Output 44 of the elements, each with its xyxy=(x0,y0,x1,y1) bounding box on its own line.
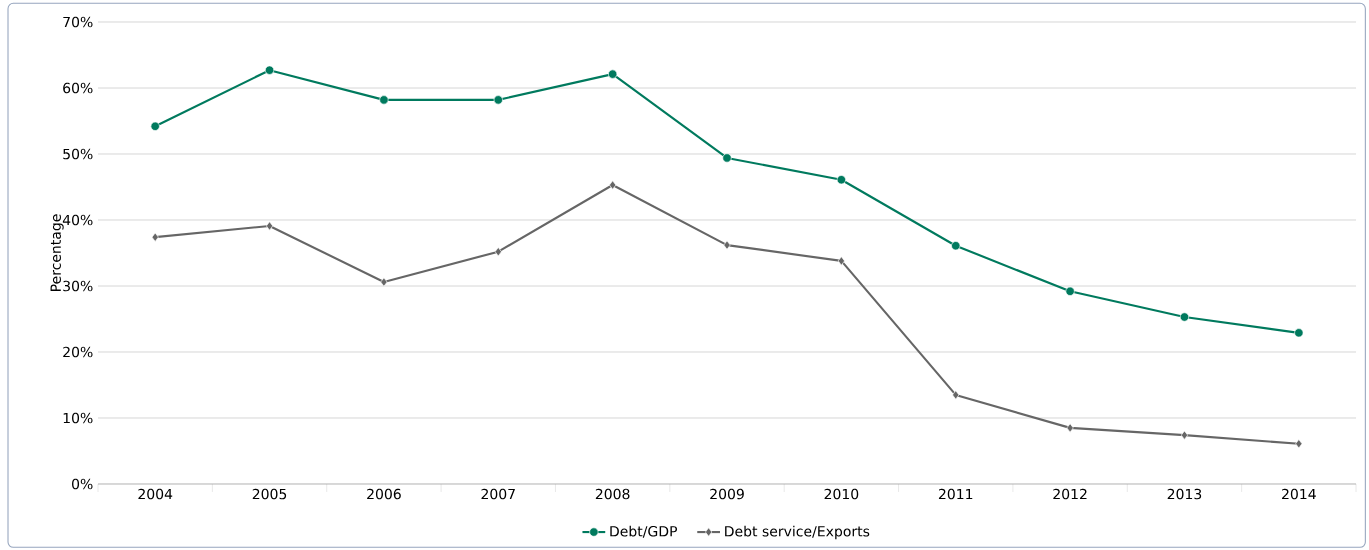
point xyxy=(493,95,503,105)
x-tick-label: 2011 xyxy=(938,488,973,500)
x-tick-label: 2012 xyxy=(1053,488,1087,500)
y-tick-label: 40% xyxy=(62,214,93,226)
point xyxy=(951,241,961,251)
x-tick-label: 2010 xyxy=(824,488,859,500)
point xyxy=(494,247,502,257)
point xyxy=(264,65,275,75)
point xyxy=(1180,430,1189,440)
x-tick-label: 2006 xyxy=(367,488,401,500)
point xyxy=(952,390,960,400)
point xyxy=(608,69,618,79)
point xyxy=(837,256,845,266)
point xyxy=(266,221,274,231)
point xyxy=(723,240,731,250)
y-tick-label: 50% xyxy=(63,148,93,160)
point xyxy=(150,121,160,131)
y-axis-title: Percentage xyxy=(50,214,64,291)
y-tick-label: 0% xyxy=(72,478,93,490)
point xyxy=(836,175,846,185)
point xyxy=(1179,312,1190,322)
x-tick-label: 2004 xyxy=(138,488,173,500)
point xyxy=(379,95,389,105)
point xyxy=(1295,439,1303,449)
point xyxy=(1294,328,1304,338)
x-tick-label: 2013 xyxy=(1167,488,1202,500)
point xyxy=(380,277,388,287)
legend-label: Debt service/Exports xyxy=(725,525,870,540)
x-tick-label: 2009 xyxy=(710,488,744,500)
y-tick-label: 10% xyxy=(63,412,93,424)
legend-label: Debt/GDP xyxy=(610,525,678,538)
point xyxy=(722,153,732,163)
x-tick-label: 2014 xyxy=(1282,488,1316,500)
y-tick-label: 20% xyxy=(63,346,93,358)
point xyxy=(151,232,159,242)
y-tick-label: 30% xyxy=(63,280,93,292)
y-tick-label: 70% xyxy=(63,16,93,28)
point xyxy=(1065,286,1075,296)
point xyxy=(1066,423,1074,433)
x-tick-label: 2005 xyxy=(252,488,287,500)
y-tick-label: 60% xyxy=(63,82,93,94)
x-tick-label: 2007 xyxy=(481,488,515,500)
point xyxy=(609,180,617,190)
x-tick-label: 2008 xyxy=(595,488,630,500)
